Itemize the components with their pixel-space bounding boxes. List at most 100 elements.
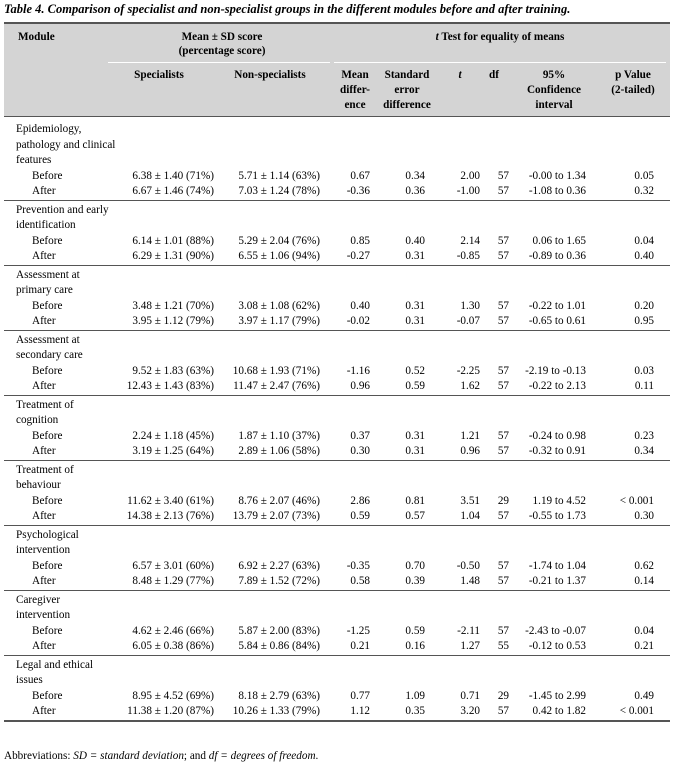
module-group: Psychological intervention Before 6.57 ± 3… bbox=[4, 524, 670, 590]
p-value-cell: < 0.001 bbox=[619, 705, 654, 717]
module-title: Assessment at primary care bbox=[16, 268, 80, 297]
header-t: t bbox=[458, 69, 462, 81]
non-specialists-cell: 11.47 ± 2.47 (76%) bbox=[233, 380, 320, 392]
row-label: Before bbox=[32, 429, 63, 442]
df-cell: 57 bbox=[497, 250, 509, 262]
mean-difference-cell: 0.58 bbox=[350, 575, 370, 587]
non-specialists-cell: 1.87 ± 1.10 (37%) bbox=[238, 429, 320, 442]
df-cell: 57 bbox=[497, 429, 509, 442]
header-non-specialists: Non-specialists bbox=[234, 69, 306, 81]
standard-error-cell: 1.09 bbox=[405, 689, 425, 702]
standard-error-cell: 0.31 bbox=[405, 445, 425, 457]
table-row: Before 3.48 ± 1.21 (70%) 3.08 ± 1.08 (62%)… bbox=[4, 299, 670, 315]
p-value-cell: 0.03 bbox=[634, 364, 654, 377]
row-label: After bbox=[32, 250, 56, 262]
results-table: Module Mean ± SD score (percentage score… bbox=[4, 22, 670, 722]
standard-error-cell: 0.52 bbox=[405, 364, 425, 377]
specialists-cell: 6.05 ± 0.38 (86%) bbox=[132, 640, 214, 652]
mean-difference-cell: 0.59 bbox=[350, 510, 370, 522]
non-specialists-cell: 7.89 ± 1.52 (72%) bbox=[238, 575, 320, 587]
standard-error-cell: 0.81 bbox=[405, 494, 425, 507]
specialists-cell: 3.48 ± 1.21 (70%) bbox=[132, 299, 214, 312]
df-cell: 57 bbox=[497, 169, 509, 182]
module-title: Legal and ethical issues bbox=[16, 658, 94, 687]
module-title: Psychological intervention bbox=[16, 528, 79, 557]
p-value-cell: 0.21 bbox=[634, 640, 654, 652]
row-label: Before bbox=[32, 169, 63, 182]
header-rule-mean bbox=[108, 62, 330, 63]
table-row: After 3.19 ± 1.25 (64%) 2.89 ± 1.06 (58%) 0… bbox=[4, 444, 670, 460]
module-title: Assessment at secondary care bbox=[16, 333, 83, 362]
confidence-interval-cell: -0.65 to 0.61 bbox=[528, 315, 586, 327]
table-row: Before 6.57 ± 3.01 (60%) 6.92 ± 2.27 (63%)… bbox=[4, 559, 670, 575]
p-value-cell: 0.11 bbox=[634, 380, 654, 392]
table-row: After 8.48 ± 1.29 (77%) 7.89 ± 1.52 (72%) 0… bbox=[4, 574, 670, 590]
row-label: Before bbox=[32, 299, 63, 312]
t-value-cell: 3.20 bbox=[460, 705, 480, 717]
p-value-cell: 0.04 bbox=[634, 624, 654, 637]
specialists-cell: 3.19 ± 1.25 (64%) bbox=[132, 445, 214, 457]
specialists-cell: 6.29 ± 1.31 (90%) bbox=[132, 250, 214, 262]
module-title: Caregiver intervention bbox=[16, 593, 71, 622]
confidence-interval-cell: -2.43 to -0.07 bbox=[525, 624, 586, 637]
table-row: After 14.38 ± 2.13 (76%) 13.79 ± 2.07 (73%… bbox=[4, 509, 670, 525]
non-specialists-cell: 5.29 ± 2.04 (76%) bbox=[238, 234, 320, 247]
standard-error-cell: 0.31 bbox=[405, 429, 425, 442]
specialists-cell: 6.57 ± 3.01 (60%) bbox=[132, 559, 214, 572]
p-value-cell: 0.05 bbox=[634, 169, 654, 182]
t-value-cell: 0.71 bbox=[460, 689, 480, 702]
p-value-cell: 0.49 bbox=[634, 689, 654, 702]
df-cell: 29 bbox=[497, 494, 509, 507]
table-row: Before 4.62 ± 2.46 (66%) 5.87 ± 2.00 (83%)… bbox=[4, 624, 670, 640]
non-specialists-cell: 13.79 ± 2.07 (73%) bbox=[232, 510, 320, 522]
standard-error-cell: 0.57 bbox=[405, 510, 425, 522]
header-mean-sd: Mean ± SD score (percentage score) bbox=[178, 31, 266, 57]
df-cell: 57 bbox=[497, 510, 509, 522]
row-label: After bbox=[32, 315, 56, 327]
table-row: After 11.38 ± 1.20 (87%) 10.26 ± 1.33 (79%… bbox=[4, 704, 670, 720]
df-cell: 57 bbox=[497, 315, 509, 327]
t-value-cell: 1.62 bbox=[460, 380, 480, 392]
table-caption: Table 4. Comparison of specialist and no… bbox=[4, 2, 571, 16]
specialists-cell: 11.62 ± 3.40 (61%) bbox=[127, 494, 214, 507]
mean-difference-cell: -0.36 bbox=[346, 185, 370, 197]
specialists-cell: 2.24 ± 1.18 (45%) bbox=[132, 429, 214, 442]
specialists-cell: 3.95 ± 1.12 (79%) bbox=[132, 315, 214, 327]
p-value-cell: 0.34 bbox=[634, 445, 654, 457]
standard-error-cell: 0.34 bbox=[405, 169, 425, 182]
df-cell: 57 bbox=[497, 185, 509, 197]
t-value-cell: 2.00 bbox=[460, 169, 480, 182]
confidence-interval-cell: -2.19 to -0.13 bbox=[525, 364, 586, 377]
table-row: After 6.05 ± 0.38 (86%) 5.84 ± 0.86 (84%) 0… bbox=[4, 639, 670, 655]
mean-difference-cell: -1.25 bbox=[346, 624, 370, 637]
df-cell: 57 bbox=[497, 445, 509, 457]
mean-difference-cell: -0.27 bbox=[346, 250, 370, 262]
specialists-cell: 6.67 ± 1.46 (74%) bbox=[132, 185, 214, 197]
table-row: Before 2.24 ± 1.18 (45%) 1.87 ± 1.10 (37%)… bbox=[4, 429, 670, 445]
mean-difference-cell: 0.85 bbox=[350, 234, 370, 247]
standard-error-cell: 0.70 bbox=[405, 559, 425, 572]
table-row: After 6.67 ± 1.46 (74%) 7.03 ± 1.24 (78%) -… bbox=[4, 184, 670, 200]
table-row: Before 9.52 ± 1.83 (63%) 10.68 ± 1.93 (71%… bbox=[4, 364, 670, 380]
confidence-interval-cell: -0.00 to 1.34 bbox=[528, 169, 586, 182]
t-value-cell: 1.48 bbox=[460, 575, 480, 587]
standard-error-cell: 0.40 bbox=[405, 234, 425, 247]
row-label: Before bbox=[32, 559, 63, 572]
module-group: Assessment at secondary care Before 9.52 ±… bbox=[4, 329, 670, 395]
row-label: Before bbox=[32, 689, 63, 702]
t-value-cell: -0.50 bbox=[456, 559, 480, 572]
t-value-cell: 2.14 bbox=[460, 234, 480, 247]
df-cell: 57 bbox=[497, 705, 509, 717]
table-header: Module Mean ± SD score (percentage score… bbox=[4, 22, 670, 116]
header-specialists: Specialists bbox=[134, 69, 184, 81]
mean-difference-cell: -1.16 bbox=[346, 364, 370, 377]
df-cell: 29 bbox=[497, 689, 509, 702]
row-label: After bbox=[32, 380, 56, 392]
table-bottom-rule bbox=[4, 719, 670, 722]
t-value-cell: 1.27 bbox=[460, 640, 480, 652]
p-value-cell: 0.23 bbox=[634, 429, 654, 442]
table-row: Before 8.95 ± 4.52 (69%) 8.18 ± 2.79 (63%)… bbox=[4, 689, 670, 705]
confidence-interval-cell: -0.24 to 0.98 bbox=[528, 429, 586, 442]
row-label: After bbox=[32, 640, 56, 652]
specialists-cell: 8.95 ± 4.52 (69%) bbox=[132, 689, 214, 702]
